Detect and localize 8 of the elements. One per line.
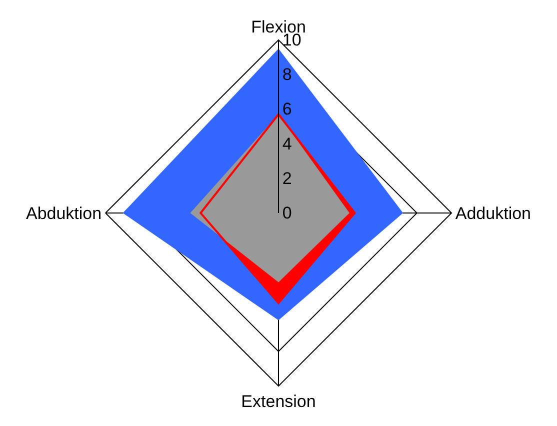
y-tick-label: 8 — [282, 65, 292, 84]
y-tick-label: 4 — [282, 134, 292, 154]
spoke-label: Adduktion — [455, 204, 532, 223]
spoke-label: Extension — [241, 392, 316, 411]
y-tick-label: 6 — [282, 100, 292, 119]
y-tick-label: 2 — [282, 168, 292, 188]
y-tick-label: 0 — [282, 204, 292, 223]
spoke-label: Abduktion — [26, 204, 102, 223]
